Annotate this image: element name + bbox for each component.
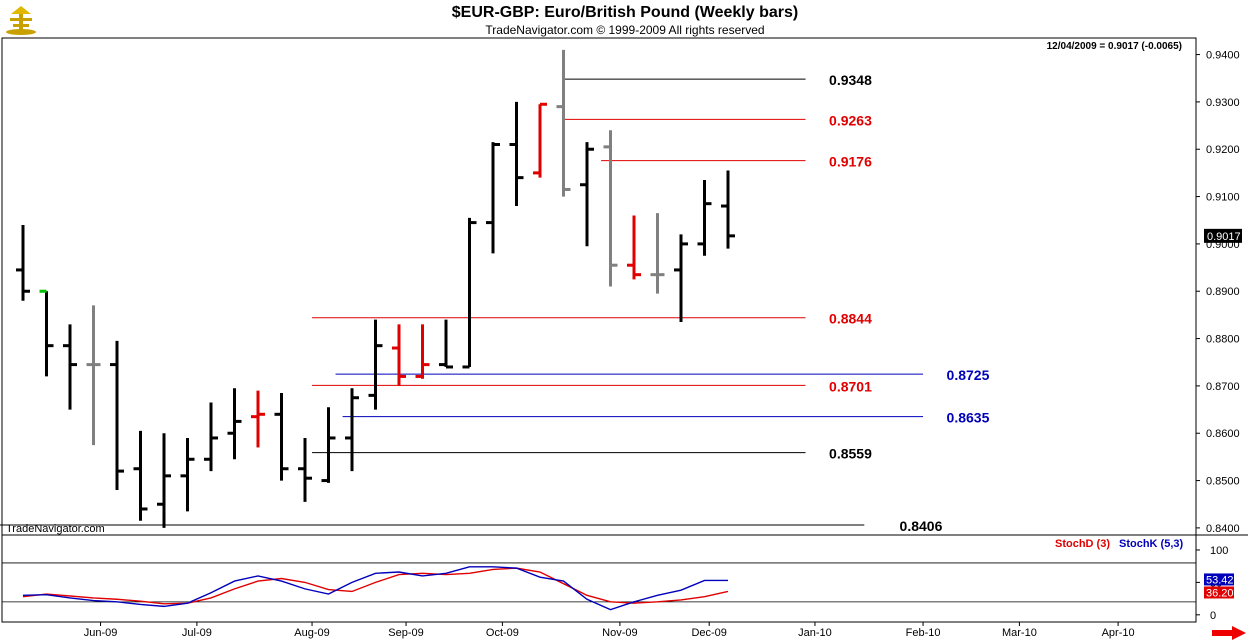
quote-readout: 12/04/2009 = 0.9017 (-0.0065): [1047, 41, 1182, 52]
level-label: 0.9263: [829, 112, 872, 128]
last-price-label: 0.9017: [1207, 231, 1241, 243]
stochk-line: [22, 566, 728, 611]
price-tick-label: 0.8400: [1206, 523, 1240, 535]
x-tick-label: Mar-10: [1002, 627, 1037, 639]
price-tick-label: 0.8500: [1206, 476, 1240, 488]
copyright-notice: TradeNavigator.com © 1999-2009 All right…: [485, 23, 765, 37]
scroll-right-arrow-icon[interactable]: [1212, 626, 1246, 640]
price-tick-label: 0.9200: [1206, 144, 1240, 156]
stoch-legend-entry: StochK (5,3): [1119, 538, 1184, 550]
level-label: 0.8559: [829, 446, 872, 462]
level-label: 0.8725: [947, 367, 990, 383]
price-tick-label: 0.8900: [1206, 286, 1240, 298]
x-tick-label: Feb-10: [906, 627, 941, 639]
x-tick-label: Jan-10: [798, 627, 832, 639]
stochk-value-label: 53.42: [1206, 574, 1234, 586]
x-tick-label: Nov-09: [602, 627, 637, 639]
level-label: 0.8406: [900, 518, 943, 534]
trade-navigator-logo-icon[interactable]: [4, 4, 38, 36]
level-label: 0.8701: [829, 378, 872, 394]
x-tick-label: Oct-09: [486, 627, 519, 639]
x-tick-label: Apr-10: [1102, 627, 1135, 639]
price-tick-label: 0.9300: [1206, 97, 1240, 109]
stoch-tick-label: 0: [1210, 610, 1216, 622]
price-tick-label: 0.8800: [1206, 334, 1240, 346]
level-label: 0.8635: [947, 410, 990, 426]
last-price-box: [1204, 228, 1242, 243]
x-tick-label: Jul-09: [182, 627, 212, 639]
stochd-value-label: 36.20: [1206, 587, 1234, 599]
x-tick-label: Dec-09: [691, 627, 726, 639]
price-tick-label: 0.8700: [1206, 381, 1240, 393]
level-label: 0.9176: [829, 154, 872, 170]
chart-frame: [1, 37, 1197, 623]
stochd-line: [22, 567, 729, 605]
stoch-legend-entry: StochD (3): [1055, 538, 1110, 550]
x-tick-label: Aug-09: [294, 627, 329, 639]
stoch-tick-label: 100: [1210, 545, 1228, 557]
x-tick-label: Jun-09: [84, 627, 118, 639]
chart-title: $EUR-GBP: Euro/British Pound (Weekly bar…: [451, 4, 799, 21]
price-tick-label: 0.9100: [1206, 192, 1240, 204]
price-tick-label: 0.9400: [1206, 50, 1240, 62]
level-label: 0.9348: [829, 72, 872, 88]
x-tick-label: Sep-09: [388, 627, 423, 639]
watermark-text: TradeNavigator.com: [6, 523, 105, 535]
price-tick-label: 0.8600: [1206, 428, 1240, 440]
stochk-value-box: [1204, 573, 1234, 586]
level-label: 0.8844: [829, 311, 872, 327]
stochd-value-box: [1204, 586, 1234, 599]
